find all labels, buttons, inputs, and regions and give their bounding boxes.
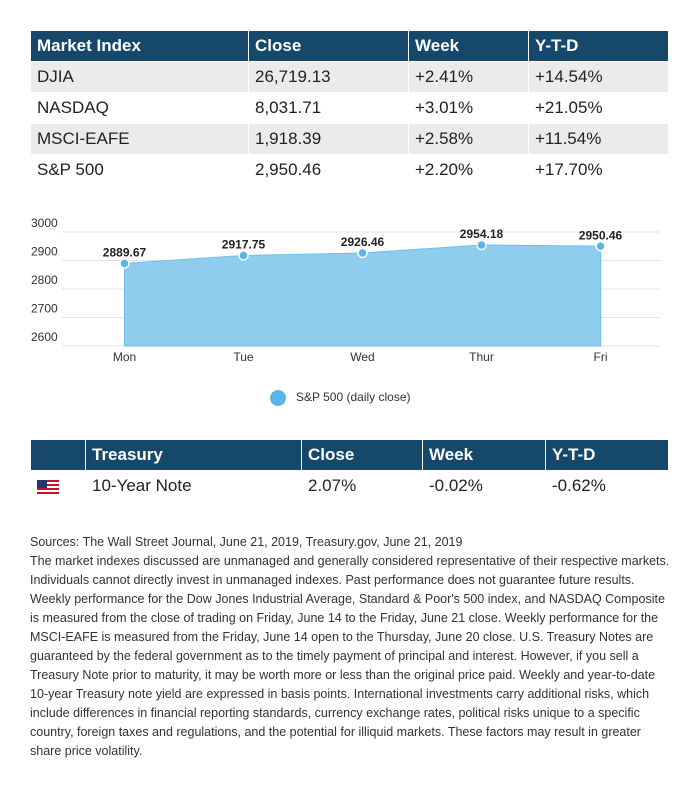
y-tick-label: 3000: [31, 216, 58, 230]
market-table: Market Index Close Week Y-T-D DJIA 26,719…: [30, 30, 669, 186]
header-cell: Week: [408, 30, 529, 62]
cell: +14.54%: [528, 61, 669, 93]
area: [124, 244, 601, 347]
point: [238, 250, 249, 261]
cell: S&P 500: [30, 154, 249, 186]
y-tick-label: 2800: [31, 273, 58, 287]
header-cell: Treasury: [85, 439, 302, 471]
header-cell: Week: [422, 439, 546, 471]
header-row: Treasury Close Week Y-T-D: [30, 439, 669, 471]
point: [595, 240, 606, 252]
us-flag: [37, 479, 59, 494]
row: MSCI-EAFE 1,918.39 +2.58% +11.54%: [30, 123, 669, 155]
cell: NASDAQ: [30, 92, 249, 124]
y-tick-label: 2700: [31, 302, 58, 316]
header-row: Market Index Close Week Y-T-D: [30, 30, 669, 62]
point: [119, 258, 130, 269]
value-label: 2926.46: [341, 235, 385, 249]
row: DJIA 26,719.13 +2.41% +14.54%: [30, 61, 669, 93]
cell: MSCI-EAFE: [30, 123, 249, 155]
cell: 2.07%: [301, 470, 423, 502]
chart: 2600 2700 2800 2900 3000 Mon Tue Wed Thur Fri 2889…: [31, 216, 660, 406]
header-cell: [30, 439, 86, 471]
header-cell: Market Index: [30, 30, 249, 62]
cell: 2,950.46: [248, 154, 409, 186]
y-tick-label: 2900: [31, 245, 58, 259]
header-cell: Y-T-D: [545, 439, 669, 471]
value-label: 2954.18: [460, 227, 504, 241]
cell: DJIA: [30, 61, 249, 93]
x-tick-label: Wed: [350, 350, 374, 364]
row: 10-Year Note 2.07% -0.02% -0.62%: [30, 470, 669, 502]
cell: 1,918.39: [248, 123, 409, 155]
cell: +2.58%: [408, 123, 529, 155]
cell: -0.02%: [422, 470, 546, 502]
cell: 8,031.71: [248, 92, 409, 124]
cell: +3.01%: [408, 92, 529, 124]
value-label: 2950.46: [579, 228, 623, 242]
header-cell: Close: [301, 439, 423, 471]
row: NASDAQ 8,031.71 +3.01% +21.05%: [30, 92, 669, 124]
disclaimer: The market indexes discussed are unmanag…: [30, 554, 670, 758]
x-tick-label: Thur: [469, 350, 494, 364]
y-tick-label: 2600: [31, 330, 58, 344]
cell: +2.20%: [408, 154, 529, 186]
header-cell: Close: [248, 30, 409, 62]
point: [357, 247, 368, 259]
flag-cell: [30, 470, 86, 502]
cell: -0.62%: [545, 470, 669, 502]
x-tick-label: Tue: [233, 350, 254, 364]
cell: +17.70%: [528, 154, 669, 186]
cell: +21.05%: [528, 92, 669, 124]
cell: 26,719.13: [248, 61, 409, 93]
header-cell: Y-T-D: [528, 30, 669, 62]
cell: +2.41%: [408, 61, 529, 93]
value-label: 2889.67: [103, 246, 147, 260]
sources: Sources: The Wall Street Journal, June 2…: [30, 535, 463, 549]
row: S&P 500 2,950.46 +2.20% +17.70%: [30, 154, 669, 186]
legend-label: S&P 500 (daily close): [296, 390, 411, 404]
value-label: 2917.75: [222, 238, 266, 252]
legend-marker: [270, 390, 286, 406]
point: [476, 239, 487, 251]
x-tick-label: Mon: [113, 350, 136, 364]
cell: 10-Year Note: [85, 470, 302, 502]
treasury-table: Treasury Close Week Y-T-D 10-Year Note 2…: [30, 439, 669, 502]
cell: +11.54%: [528, 123, 669, 155]
x-tick-label: Fri: [594, 350, 608, 364]
